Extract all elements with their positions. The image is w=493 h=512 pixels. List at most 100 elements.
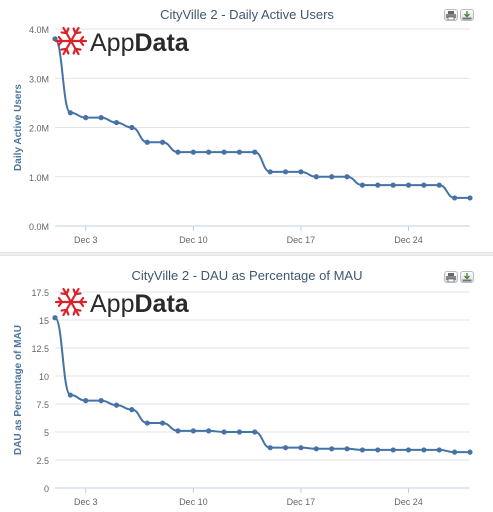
x-tick-label: Dec 3: [74, 497, 98, 507]
chart-title: CityVille 2 - Daily Active Users: [160, 7, 334, 22]
data-point: [236, 429, 243, 435]
chart-divider: [0, 252, 493, 256]
data-point: [206, 428, 212, 434]
data-point: [436, 447, 442, 453]
data-point: [175, 428, 181, 434]
logo-text: AppData: [90, 29, 190, 57]
data-point: [313, 446, 319, 452]
data-point: [282, 169, 289, 175]
printer-icon: [446, 273, 456, 282]
data-point: [452, 449, 458, 455]
logo-text: AppData: [90, 290, 190, 318]
data-point: [329, 446, 335, 452]
data-point: [144, 139, 150, 145]
y-tick-label: 2.0M: [29, 124, 49, 134]
data-point: [405, 447, 412, 453]
data-point: [67, 110, 73, 116]
print-button[interactable]: [444, 9, 458, 21]
y-gridlines: [55, 291, 470, 489]
export-button[interactable]: [460, 9, 474, 21]
x-tick-label: Dec 3: [74, 235, 98, 245]
data-point: [236, 149, 243, 155]
snowflake-icon: [54, 287, 88, 317]
data-point: [390, 182, 396, 188]
chart-panel-dau-mau: CityVille 2 - DAU as Percentage of MAU 0 2…: [0, 258, 493, 512]
data-point: [221, 429, 227, 435]
series-markers: [52, 36, 473, 201]
data-point: [359, 182, 366, 188]
data-point: [159, 420, 166, 426]
x-tick-label: Dec 17: [287, 497, 316, 507]
logo-text-app: App: [90, 29, 134, 57]
data-point: [144, 420, 150, 426]
data-point: [267, 169, 273, 175]
data-point: [159, 139, 166, 145]
data-point: [252, 429, 258, 435]
data-point: [452, 195, 458, 201]
data-point: [467, 449, 473, 455]
y-axis-label: DAU as Percentage of MAU: [13, 325, 24, 455]
dau-chart: CityVille 2 - Daily Active Users 0.0M 1.0M…: [13, 7, 473, 245]
y-tick-label: 4.0M: [29, 25, 49, 35]
data-point: [329, 174, 335, 180]
data-point: [359, 447, 366, 453]
x-tick-label: Dec 17: [287, 235, 316, 245]
snowflake-icon: [54, 26, 88, 56]
x-tick-label: Dec 10: [179, 497, 208, 507]
y-tick-label: 0.0M: [29, 222, 49, 232]
data-point: [83, 115, 89, 121]
logo-text-app: App: [90, 290, 134, 318]
data-point: [190, 428, 196, 434]
y-tick-label: 0: [44, 484, 49, 494]
data-point: [421, 447, 427, 453]
printer-icon: [446, 11, 456, 20]
x-tick-label: Dec 10: [179, 235, 208, 245]
data-point: [67, 392, 73, 398]
data-point: [221, 149, 227, 155]
data-point: [83, 398, 89, 404]
logo-text-data: Data: [134, 290, 189, 318]
data-point: [98, 398, 104, 404]
data-point: [421, 182, 427, 188]
appdata-logo: AppData: [54, 287, 190, 318]
y-tick-label: 15: [39, 316, 49, 326]
series-markers: [52, 315, 473, 455]
data-point: [298, 445, 304, 451]
appdata-logo: AppData: [54, 26, 190, 57]
data-point: [129, 124, 135, 131]
logo-text-data: Data: [134, 29, 189, 57]
y-tick-label: 10: [39, 372, 49, 382]
series-line: [54, 316, 470, 454]
y-tick-label: 12.5: [31, 344, 49, 354]
y-tick-label: 17.5: [31, 288, 49, 298]
data-point: [98, 115, 104, 121]
data-point: [129, 407, 135, 413]
print-button[interactable]: [444, 271, 458, 283]
chart-title: CityVille 2 - DAU as Percentage of MAU: [132, 268, 363, 283]
data-point: [467, 195, 473, 201]
y-tick-label: 2.5: [36, 456, 49, 466]
download-icon: [462, 11, 472, 20]
y-gridlines: [55, 28, 470, 227]
data-point: [175, 149, 181, 155]
y-tick-label: 1.0M: [29, 173, 49, 183]
export-button[interactable]: [460, 271, 474, 283]
data-point: [436, 182, 442, 188]
data-point: [113, 402, 120, 408]
y-axis-label: Daily Active Users: [13, 84, 24, 171]
data-point: [375, 182, 381, 188]
dau-mau-chart: CityVille 2 - DAU as Percentage of MAU 0 2…: [13, 268, 473, 507]
data-point: [52, 315, 58, 321]
download-icon: [462, 273, 472, 282]
y-tick-label: 7.5: [36, 400, 49, 410]
x-tick-label: Dec 24: [394, 497, 423, 507]
data-point: [113, 119, 120, 126]
data-point: [206, 149, 212, 155]
data-point: [344, 446, 350, 452]
data-point: [267, 445, 273, 451]
x-tick-label: Dec 24: [394, 235, 423, 245]
data-point: [252, 149, 258, 155]
y-tick-label: 5: [44, 428, 49, 438]
data-point: [190, 149, 196, 155]
data-point: [313, 174, 319, 180]
